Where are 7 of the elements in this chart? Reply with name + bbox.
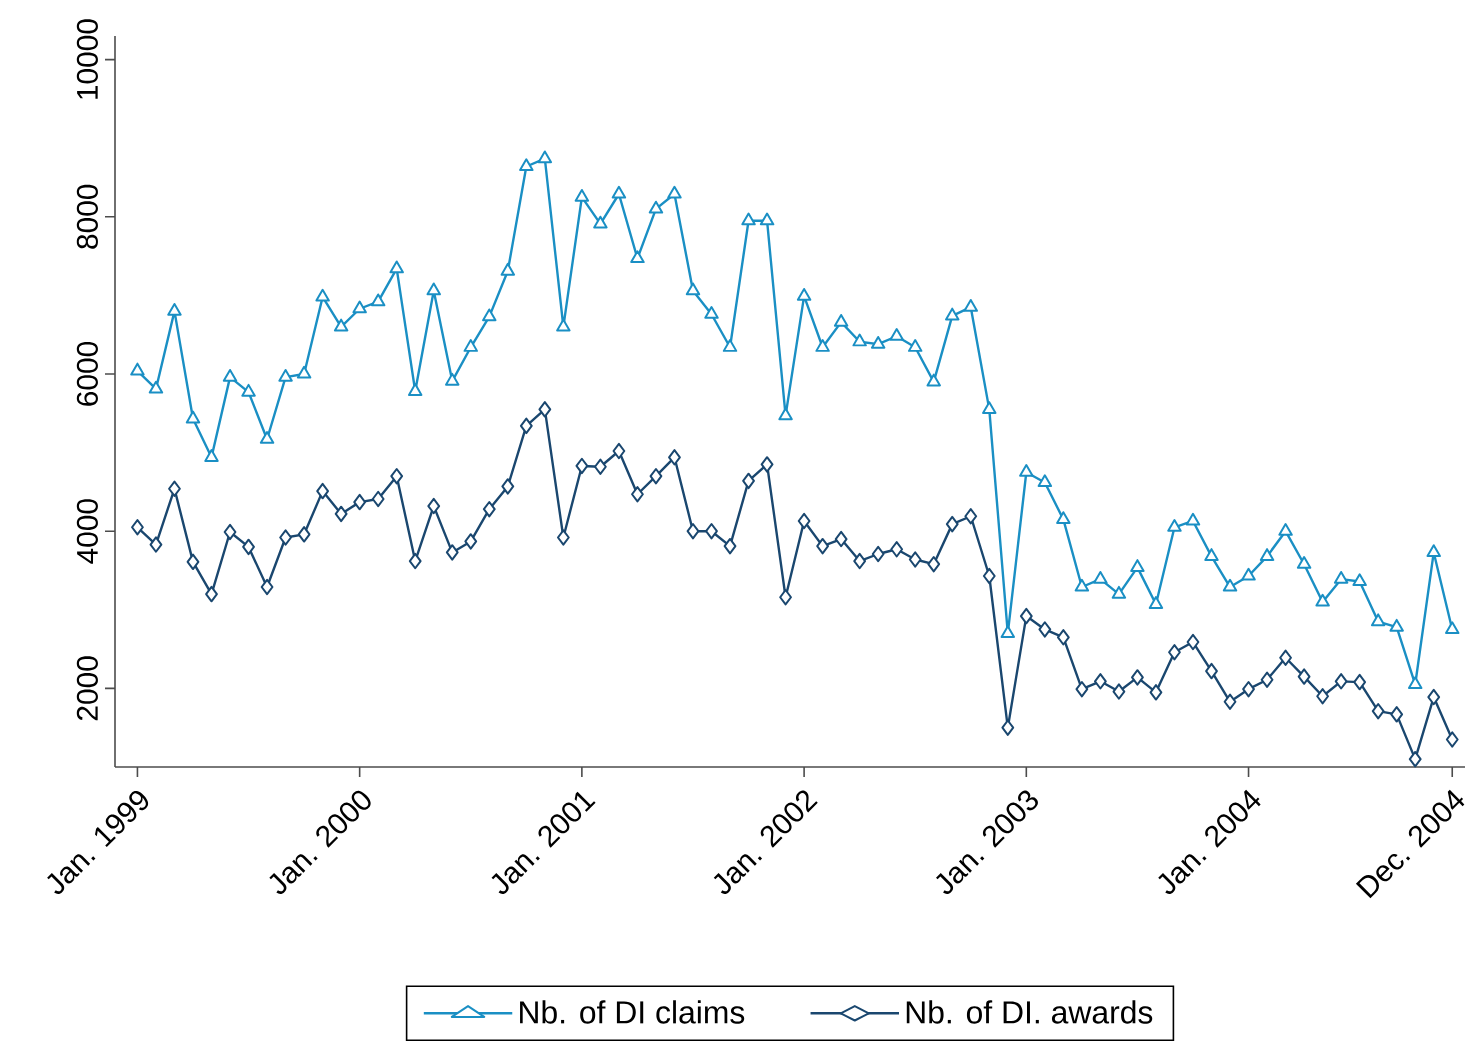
y-tick-label: 2000	[76, 656, 98, 721]
y-tick-label: 10000	[76, 19, 98, 99]
y-tick-label: 6000	[76, 341, 98, 406]
y-tick-label: 4000	[76, 499, 98, 564]
legend-label: Nb. of DI. awards	[906, 1000, 1153, 1024]
y-tick-label: 8000	[76, 184, 98, 249]
legend-label: Nb. of DI claims	[520, 1000, 745, 1024]
